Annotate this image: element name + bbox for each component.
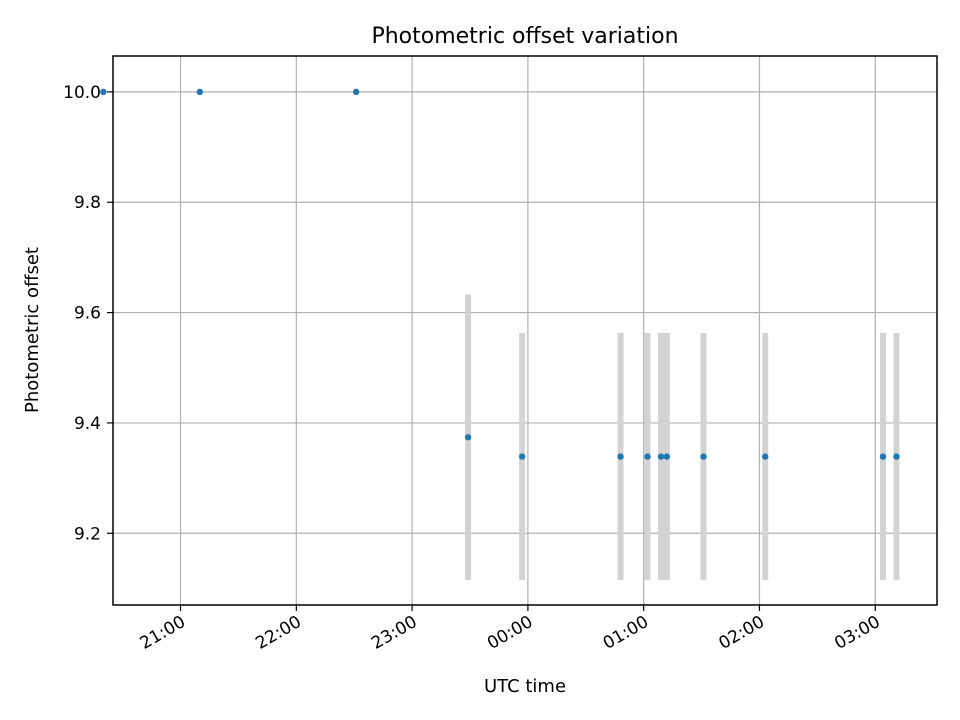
data-point bbox=[617, 453, 624, 460]
data-point bbox=[762, 453, 769, 460]
y-tick-label: 9.6 bbox=[74, 304, 101, 324]
data-point bbox=[893, 453, 900, 460]
chart-title: Photometric offset variation bbox=[371, 24, 678, 49]
grid bbox=[113, 56, 937, 605]
x-axis-label: UTC time bbox=[484, 676, 566, 697]
y-tick-label: 9.8 bbox=[74, 193, 101, 213]
y-tick-label: 9.4 bbox=[74, 414, 101, 434]
data-point bbox=[518, 453, 526, 460]
data-point bbox=[644, 453, 651, 460]
y-axis-label: Photometric offset bbox=[22, 247, 43, 413]
data-point bbox=[663, 453, 671, 460]
y-tick-label: 9.2 bbox=[74, 524, 101, 544]
y-tick-label: 10.0 bbox=[63, 83, 101, 103]
data-point bbox=[196, 88, 204, 96]
plot-frame bbox=[112, 55, 938, 606]
data-point bbox=[879, 453, 887, 460]
data-point bbox=[464, 434, 472, 441]
data-point bbox=[657, 453, 665, 460]
data-points bbox=[100, 88, 900, 460]
data-point bbox=[100, 88, 107, 96]
data-point bbox=[352, 88, 360, 96]
data-point bbox=[700, 453, 707, 460]
